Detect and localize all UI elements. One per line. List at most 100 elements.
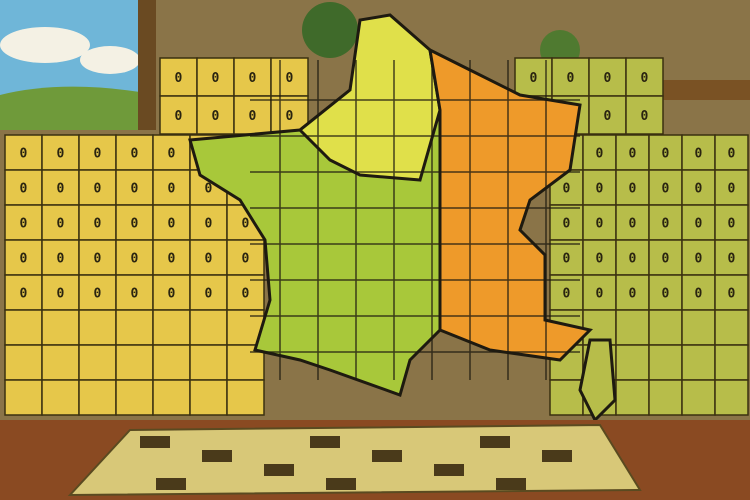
cell-label: 0 [57, 287, 65, 302]
grid-cell [233, 95, 272, 135]
cell-label: 0 [728, 182, 736, 197]
mat-square [480, 436, 510, 448]
grid-cell [681, 379, 716, 416]
grid-cell [41, 379, 80, 416]
cell-label: 0 [175, 109, 183, 124]
grid-cell [714, 344, 749, 381]
cell-label: 0 [695, 217, 703, 232]
cell-label: 0 [662, 287, 670, 302]
cell-label: 0 [728, 287, 736, 302]
cell-label: 0 [728, 147, 736, 162]
cloud [0, 27, 90, 63]
cell-label: 0 [94, 217, 102, 232]
cell-label: 0 [20, 182, 28, 197]
grid-cell [582, 274, 617, 311]
cell-label: 0 [563, 217, 571, 232]
grid-cell [41, 309, 80, 346]
cell-label: 0 [530, 71, 538, 86]
grid-cell [189, 379, 228, 416]
cell-label: 0 [604, 109, 612, 124]
grid-cell [615, 344, 650, 381]
grid-cell [152, 344, 191, 381]
cell-label: 0 [168, 147, 176, 162]
grid-cell [115, 309, 154, 346]
grid-cell [115, 239, 154, 276]
cell-label: 0 [168, 217, 176, 232]
cell-label: 0 [94, 147, 102, 162]
cell-label: 0 [242, 252, 250, 267]
grid-cell [41, 344, 80, 381]
grid-cell [41, 169, 80, 206]
cell-label: 0 [563, 287, 571, 302]
grid-cell [115, 379, 154, 416]
grid-cell [625, 57, 664, 97]
grid-cell [152, 309, 191, 346]
cell-label: 0 [662, 252, 670, 267]
grid-cell [189, 239, 228, 276]
grid-cell [615, 134, 650, 171]
grid-cell [4, 379, 43, 416]
cell-label: 0 [604, 71, 612, 86]
grid-panels: 0 0 0 0 0 0 0 0 0 0 0 0 0 0 0 0 0 0 0 0 0 0 0 0 0 0 0 0 0 0 0 0 0 0 0 0 0 0 0 0… [4, 57, 749, 416]
cell-label: 0 [168, 252, 176, 267]
cell-label: 0 [695, 182, 703, 197]
cell-label: 0 [94, 252, 102, 267]
grid-cell [588, 95, 627, 135]
grid-cell [189, 344, 228, 381]
mat-square [372, 450, 402, 462]
cell-label: 0 [205, 252, 213, 267]
grid-cell [78, 309, 117, 346]
mat-square [434, 464, 464, 476]
grid-cell [115, 274, 154, 311]
plant [302, 2, 358, 58]
cell-label: 0 [662, 217, 670, 232]
mat-square [310, 436, 340, 448]
grid-cell [681, 309, 716, 346]
cell-label: 0 [596, 252, 604, 267]
grid-cell [648, 344, 683, 381]
grid-cell [714, 169, 749, 206]
cell-label: 0 [212, 71, 220, 86]
cell-label: 0 [596, 182, 604, 197]
cell-label: 0 [20, 287, 28, 302]
cell-label: 0 [168, 182, 176, 197]
cell-label: 0 [728, 252, 736, 267]
cell-label: 0 [662, 147, 670, 162]
grid-cell [648, 309, 683, 346]
grid-cell [714, 239, 749, 276]
grid-cell [159, 95, 198, 135]
shelf [660, 80, 750, 100]
cell-label: 0 [695, 287, 703, 302]
grid-cell [226, 239, 265, 276]
cell-label: 0 [249, 71, 257, 86]
grid-cell [648, 204, 683, 241]
mat-square [156, 478, 186, 490]
grid-cell [78, 134, 117, 171]
cell-label: 0 [212, 109, 220, 124]
cell-label: 0 [57, 252, 65, 267]
grid-cell [714, 134, 749, 171]
grid-cell [714, 379, 749, 416]
cell-label: 0 [131, 217, 139, 232]
cell-label: 0 [242, 217, 250, 232]
mat-square [264, 464, 294, 476]
grid-cell [648, 274, 683, 311]
grid-cell [196, 95, 235, 135]
cell-label: 0 [249, 109, 257, 124]
cell-label: 0 [629, 217, 637, 232]
cell-label: 0 [57, 147, 65, 162]
cell-label: 0 [57, 182, 65, 197]
grid-cell [152, 379, 191, 416]
grid-cell [714, 309, 749, 346]
window-frame [138, 0, 156, 130]
cell-label: 0 [629, 182, 637, 197]
cell-label: 0 [695, 147, 703, 162]
region-corsica [578, 338, 617, 423]
cell-label: 0 [629, 287, 637, 302]
grid-cell [270, 95, 309, 135]
cell-label: 0 [131, 147, 139, 162]
grid-cell [625, 95, 664, 135]
grid-cell [78, 239, 117, 276]
cell-label: 0 [20, 217, 28, 232]
grid-cell [549, 204, 584, 241]
